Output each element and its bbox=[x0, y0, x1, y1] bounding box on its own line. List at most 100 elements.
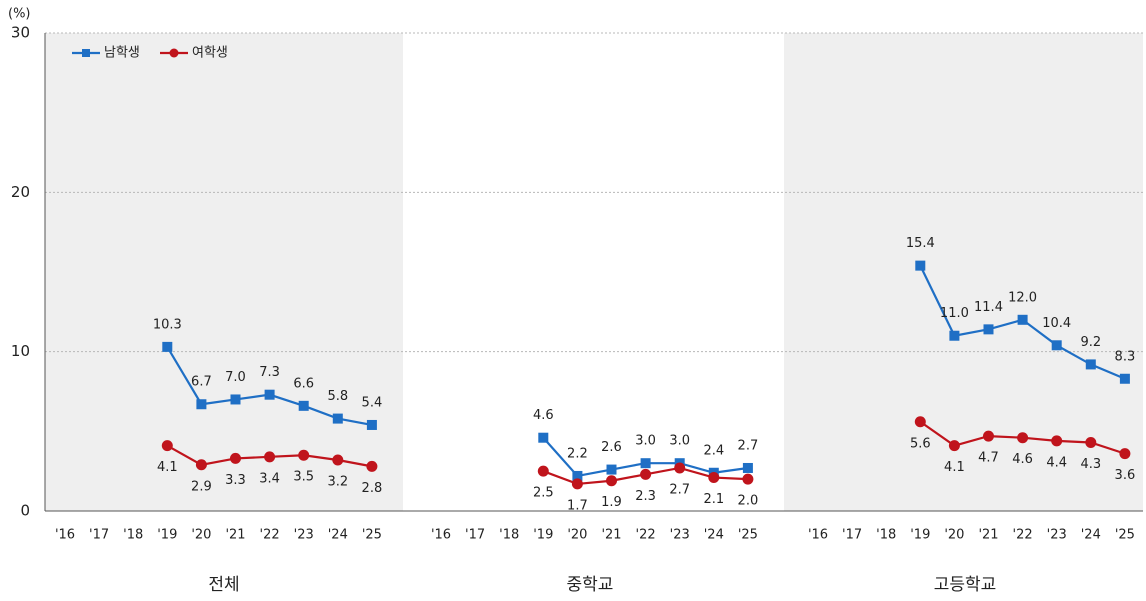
value-label: 2.8 bbox=[362, 481, 383, 496]
value-label: 2.2 bbox=[567, 446, 588, 461]
marker bbox=[264, 389, 275, 400]
marker bbox=[1085, 436, 1097, 448]
marker bbox=[742, 473, 754, 485]
value-label: 3.0 bbox=[635, 434, 656, 449]
panel-title: 중학교 bbox=[567, 575, 614, 595]
panel-title: 전체 bbox=[208, 575, 239, 595]
value-label: 4.1 bbox=[157, 460, 178, 475]
marker bbox=[1017, 432, 1029, 444]
marker bbox=[1119, 448, 1131, 460]
legend-marker bbox=[82, 49, 90, 57]
y-tick-label: 30 bbox=[11, 24, 30, 42]
marker bbox=[1051, 435, 1063, 447]
x-tick-label: '24 bbox=[704, 528, 724, 543]
value-label: 3.4 bbox=[259, 471, 280, 486]
x-tick-label: '20 bbox=[191, 528, 211, 543]
x-tick-label: '17 bbox=[465, 528, 485, 543]
value-label: 6.6 bbox=[293, 376, 314, 391]
x-tick-label: '25 bbox=[1115, 528, 1135, 543]
marker bbox=[742, 462, 753, 473]
value-label: 1.9 bbox=[601, 495, 622, 510]
value-label: 9.2 bbox=[1080, 335, 1101, 350]
x-tick-label: '22 bbox=[1013, 528, 1033, 543]
value-label: 2.5 bbox=[533, 486, 554, 501]
value-label: 1.7 bbox=[567, 498, 588, 513]
marker bbox=[915, 260, 926, 271]
value-label: 2.1 bbox=[703, 492, 724, 507]
y-tick-label: 10 bbox=[11, 342, 30, 360]
panel-shade bbox=[784, 33, 1143, 511]
x-tick-label: '23 bbox=[294, 528, 314, 543]
marker bbox=[1051, 340, 1062, 351]
marker bbox=[606, 464, 617, 475]
value-label: 6.7 bbox=[191, 375, 212, 390]
marker bbox=[572, 470, 583, 481]
x-tick-label: '25 bbox=[738, 528, 758, 543]
panel-shade bbox=[45, 33, 403, 511]
marker bbox=[162, 341, 173, 352]
x-tick-label: '22 bbox=[260, 528, 280, 543]
value-label: 5.8 bbox=[327, 389, 348, 404]
x-tick-label: '24 bbox=[328, 528, 348, 543]
value-label: 15.4 bbox=[906, 236, 935, 251]
value-label: 3.0 bbox=[669, 434, 690, 449]
marker bbox=[640, 458, 651, 469]
legend-marker bbox=[169, 48, 179, 58]
panel-title: 고등학교 bbox=[934, 575, 997, 595]
x-tick-label: '16 bbox=[431, 528, 451, 543]
value-label: 3.3 bbox=[225, 473, 246, 488]
value-label: 4.7 bbox=[978, 451, 999, 466]
marker bbox=[949, 330, 960, 341]
marker bbox=[1119, 373, 1130, 384]
marker bbox=[332, 413, 343, 424]
x-tick-label: '20 bbox=[567, 528, 587, 543]
x-tick-label: '21 bbox=[978, 528, 998, 543]
x-tick-label: '20 bbox=[944, 528, 964, 543]
value-label: 2.9 bbox=[191, 479, 212, 494]
marker bbox=[674, 462, 686, 474]
value-label: 3.6 bbox=[1115, 468, 1136, 483]
value-label: 10.3 bbox=[153, 317, 182, 332]
y-unit: (%) bbox=[8, 7, 31, 22]
marker bbox=[708, 472, 720, 484]
marker bbox=[332, 454, 344, 466]
y-tick-label: 20 bbox=[11, 183, 30, 201]
marker bbox=[606, 475, 617, 487]
marker bbox=[230, 394, 241, 405]
x-tick-label: '22 bbox=[636, 528, 656, 543]
marker bbox=[640, 468, 652, 480]
value-label: 10.4 bbox=[1042, 316, 1071, 331]
value-label: 11.0 bbox=[940, 306, 969, 321]
x-tick-label: '19 bbox=[157, 528, 177, 543]
value-label: 3.5 bbox=[293, 470, 314, 485]
marker bbox=[230, 452, 241, 464]
marker bbox=[983, 324, 994, 335]
value-label: 12.0 bbox=[1008, 290, 1037, 305]
value-label: 4.1 bbox=[944, 460, 965, 475]
value-label: 2.7 bbox=[738, 438, 759, 453]
marker bbox=[983, 430, 994, 442]
value-label: 2.3 bbox=[635, 489, 656, 504]
marker bbox=[298, 400, 309, 411]
marker bbox=[298, 449, 310, 461]
value-label: 4.6 bbox=[1012, 452, 1033, 467]
value-label: 3.2 bbox=[327, 475, 348, 490]
x-tick-label: '17 bbox=[89, 528, 109, 543]
x-tick-label: '23 bbox=[670, 528, 690, 543]
y-tick-label: 0 bbox=[20, 502, 30, 520]
value-label: 2.6 bbox=[601, 440, 622, 455]
value-label: 5.6 bbox=[910, 436, 931, 451]
x-tick-label: '16 bbox=[55, 528, 75, 543]
value-label: 5.4 bbox=[362, 395, 383, 410]
x-tick-label: '21 bbox=[601, 528, 621, 543]
marker bbox=[161, 440, 173, 452]
value-label: 2.4 bbox=[703, 443, 724, 458]
marker bbox=[538, 432, 549, 443]
x-tick-label: '24 bbox=[1081, 528, 1101, 543]
marker bbox=[264, 451, 276, 463]
legend-label: 남학생 bbox=[104, 46, 140, 61]
legend-label: 여학생 bbox=[192, 46, 228, 61]
x-tick-label: '19 bbox=[910, 528, 930, 543]
value-label: 4.6 bbox=[533, 408, 554, 423]
